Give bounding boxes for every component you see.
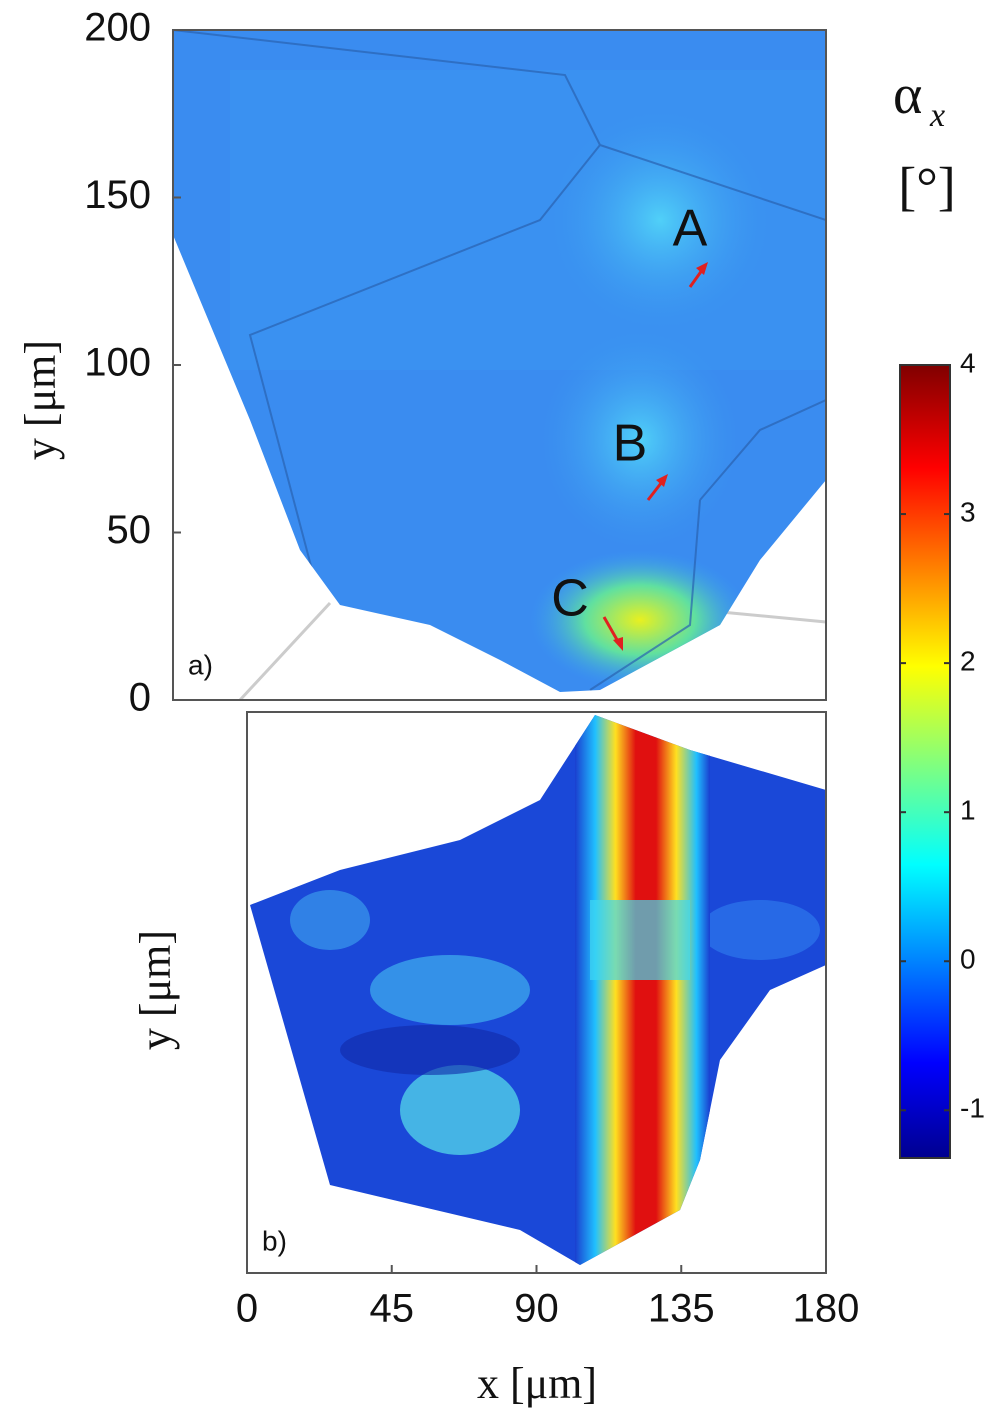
x-tick-label: 90: [514, 1287, 559, 1331]
x-tick-label: 45: [370, 1287, 415, 1331]
colorbar-title: α: [893, 64, 922, 126]
colorbar-tick-label: 0: [960, 944, 976, 975]
x-tick-label: 180: [793, 1287, 860, 1331]
x-axis-label: x [μm]: [477, 1359, 597, 1408]
colorbar-tick-label: 3: [960, 496, 976, 527]
colorbar-title-subscript: x: [929, 97, 945, 134]
y-tick-label: 150: [84, 173, 151, 217]
y-tick-label: 200: [84, 6, 151, 50]
annotation: C: [551, 570, 589, 628]
x-tick-label: 0: [236, 1287, 258, 1331]
colorbar-tick-label: -1: [960, 1093, 985, 1124]
y-axis-label: y [μm]: [131, 930, 180, 1050]
colorbar: [899, 364, 951, 1159]
panel-label: a): [188, 649, 213, 680]
panel-b-map: [250, 715, 826, 1265]
annotation: A: [673, 200, 708, 258]
colorbar-tick-label: 4: [960, 347, 976, 378]
colorbar-tick-label: 1: [960, 795, 976, 826]
colorbar-tick-label: 2: [960, 646, 976, 677]
panel-a-map: [173, 30, 827, 702]
y-tick-label: 50: [107, 508, 152, 552]
y-axis-label: y [μm]: [16, 340, 65, 460]
y-tick-label: 0: [129, 676, 151, 720]
panel-label: b): [262, 1225, 287, 1256]
x-tick-label: 135: [648, 1287, 715, 1331]
annotation: B: [613, 415, 648, 473]
y-tick-label: 100: [84, 341, 151, 385]
colorbar-unit: [°]: [898, 156, 956, 216]
